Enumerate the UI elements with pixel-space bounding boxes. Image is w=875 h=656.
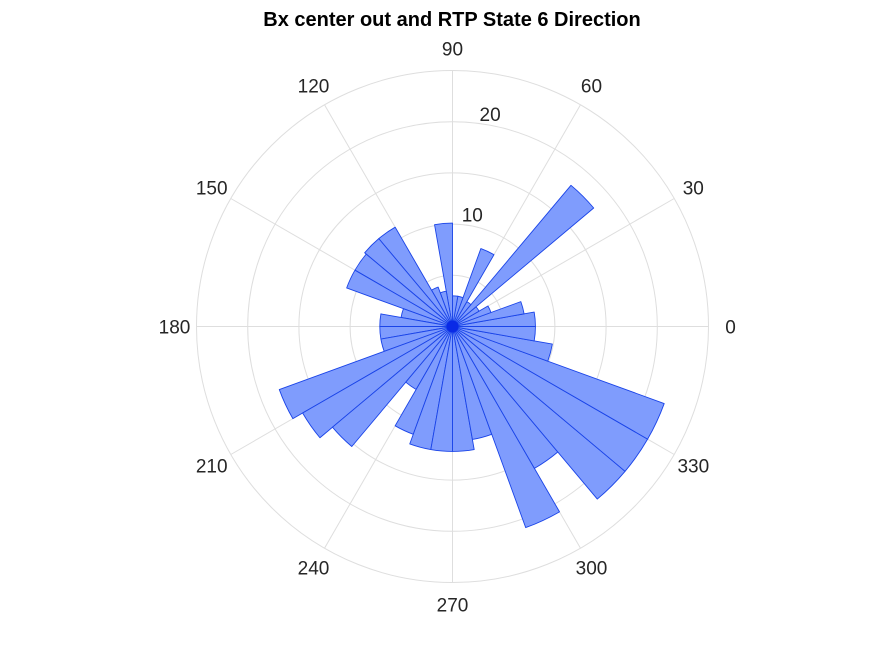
histogram-bar [302,326,453,439]
angle-tick-label: 90 [442,40,463,61]
tick-labels: 0 30 60 90 120 150 180 210 240 270 300 330 10 20 [159,40,736,617]
histogram-bar [452,248,495,327]
radial-tick-label: 20 [480,105,501,126]
angle-tick-label: 330 [677,457,709,478]
angle-tick-label: 240 [298,558,330,579]
angle-tick-label: 300 [576,558,608,579]
chart-title: Bx center out and RTP State 6 Direction [263,9,641,31]
center-dot [446,320,459,333]
histogram-bar [452,326,560,529]
angle-tick-label: 270 [437,596,469,617]
angle-tick-label: 60 [581,77,602,98]
radial-tick-label: 10 [462,206,483,227]
histogram-bar [346,269,453,327]
angle-tick-label: 0 [725,318,736,339]
angle-tick-label: 180 [159,318,191,339]
angle-tick-label: 120 [298,77,330,98]
histogram-bar [452,326,553,362]
histogram-bar [452,326,536,342]
histogram-bar [452,184,595,327]
angle-tick-label: 210 [196,457,228,478]
angle-tick-label: 150 [196,179,228,200]
histogram-bar [364,238,453,327]
histogram-bars [278,184,665,529]
grid-spoke [452,198,675,327]
histogram-bar [278,326,453,420]
angle-tick-label: 30 [683,179,704,200]
histogram-bar [332,326,453,447]
histogram-bar [452,326,665,440]
